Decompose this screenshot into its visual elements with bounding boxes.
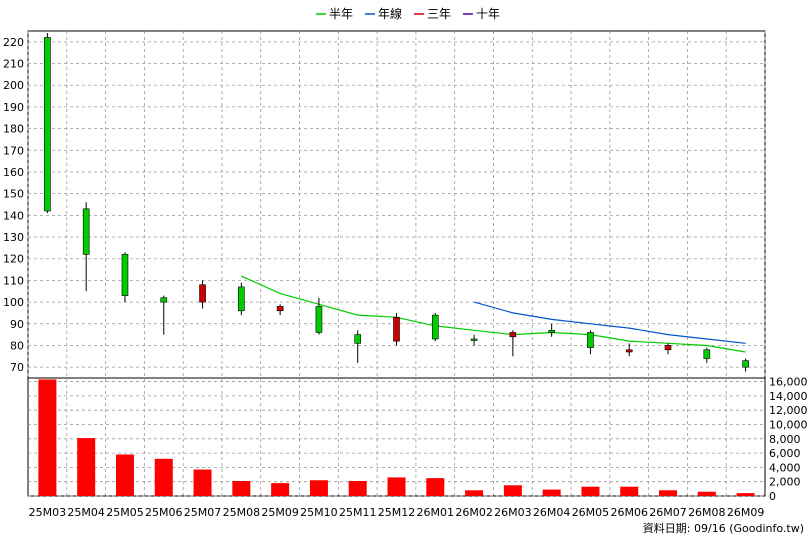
volume-bar (387, 477, 406, 496)
price-tick-label: 220 (3, 36, 24, 49)
volume-bar (232, 480, 251, 496)
volume-bar (697, 491, 716, 496)
volume-bar (77, 438, 96, 496)
candle-body (431, 314, 439, 340)
price-tick-label: 190 (3, 101, 24, 114)
candle-body (82, 208, 90, 255)
volume-tick-label: 6,000 (769, 447, 801, 460)
x-tick-label: 25M06 (145, 506, 183, 519)
x-tick-label: 26M04 (533, 506, 571, 519)
x-axis: 25M03 25M04 25M05 25M06 25M07 25M08 25M09 25M10… (29, 506, 765, 519)
x-tick-label: 26M03 (494, 506, 532, 519)
legend-label: 三年 (427, 7, 451, 21)
price-tick-label: 200 (3, 79, 24, 92)
x-tick-label: 26M08 (688, 506, 726, 519)
price-tick-label: 180 (3, 123, 24, 136)
legend-label: 年線 (378, 6, 402, 21)
volume-tick-label: 16,000 (769, 376, 808, 389)
volume-bar (426, 478, 445, 496)
candle-body (160, 297, 168, 303)
volume-bar (115, 454, 134, 496)
moving-average-line (473, 301, 746, 344)
candle-body (625, 349, 633, 353)
price-tick-label: 210 (3, 58, 24, 71)
volume-tick-label: 12,000 (769, 404, 808, 417)
moving-average-line (241, 275, 746, 353)
candle-body (587, 332, 594, 348)
x-tick-label: 26M05 (572, 506, 610, 519)
x-tick-label: 25M10 (300, 506, 338, 519)
volume-tick-label: 10,000 (769, 418, 808, 431)
x-tick-label: 25M04 (67, 506, 105, 519)
x-tick-label: 26M01 (417, 506, 455, 519)
x-tick-label: 25M07 (184, 506, 222, 519)
candle-body (664, 345, 672, 351)
price-tick-label: 120 (3, 253, 24, 266)
volume-tick-label: 0 (769, 490, 776, 503)
x-tick-label: 25M05 (106, 506, 144, 519)
candle-body (509, 332, 517, 338)
volume-bar (38, 379, 57, 496)
volume-bar (193, 469, 212, 496)
x-tick-label: 26M09 (727, 506, 765, 519)
volume-bar (620, 486, 639, 496)
price-tick-label: 150 (3, 188, 24, 201)
volume-tick-label: 2,000 (769, 476, 801, 489)
volume-bar (659, 490, 678, 496)
candle-body (238, 286, 245, 312)
x-tick-label: 26M02 (455, 506, 493, 519)
candle-body (276, 306, 284, 312)
volume-bar (542, 489, 561, 496)
price-panel: 70 80 90 100 110 120 130 140 150 160 170 180 190 200 2… (3, 30, 766, 496)
candle-body (199, 284, 206, 303)
price-tick-label: 170 (3, 144, 24, 157)
price-tick-label: 70 (10, 361, 24, 374)
x-tick-label: 25M09 (261, 506, 299, 519)
price-tick-label: 90 (10, 318, 24, 331)
volume-bar (503, 485, 522, 496)
x-tick-label: 25M11 (339, 506, 377, 519)
legend-label: 十年 (476, 7, 500, 21)
volume-tick-label: 8,000 (769, 433, 801, 446)
price-tick-label: 110 (3, 274, 24, 287)
x-tick-label: 26M06 (610, 506, 648, 519)
candle-body (742, 360, 749, 368)
candle-body (393, 316, 400, 342)
legend-label: 半年 (329, 7, 353, 21)
candle-body (548, 329, 555, 333)
volume-tick-label: 14,000 (769, 390, 808, 403)
price-tick-label: 100 (3, 296, 24, 309)
volume-bar (465, 490, 484, 496)
x-tick-label: 25M12 (378, 506, 416, 519)
volume-bar (581, 486, 600, 496)
candle-body (121, 254, 129, 296)
x-tick-label: 26M07 (649, 506, 687, 519)
price-tick-label: 160 (3, 166, 24, 179)
price-tick-label: 140 (3, 209, 24, 222)
volume-bar (154, 458, 173, 496)
volume-bar (736, 493, 755, 496)
volume-bar (309, 480, 328, 496)
price-tick-label: 130 (3, 231, 24, 244)
candle-body (703, 349, 711, 359)
x-tick-label: 25M08 (223, 506, 261, 519)
candle-body (470, 338, 478, 341)
x-tick-label: 25M03 (29, 506, 67, 519)
data-date-footer: 資料日期: 09/16 (Goodinfo.tw) (643, 521, 804, 535)
volume-bar (348, 480, 367, 496)
volume-bar (271, 483, 290, 496)
candle-body (315, 306, 323, 333)
price-tick-label: 80 (10, 339, 24, 352)
volume-tick-label: 4,000 (769, 461, 801, 474)
candle-body (354, 334, 362, 344)
legend: 半年 年線 三年 十年 (316, 6, 500, 21)
candle-body (44, 37, 51, 212)
